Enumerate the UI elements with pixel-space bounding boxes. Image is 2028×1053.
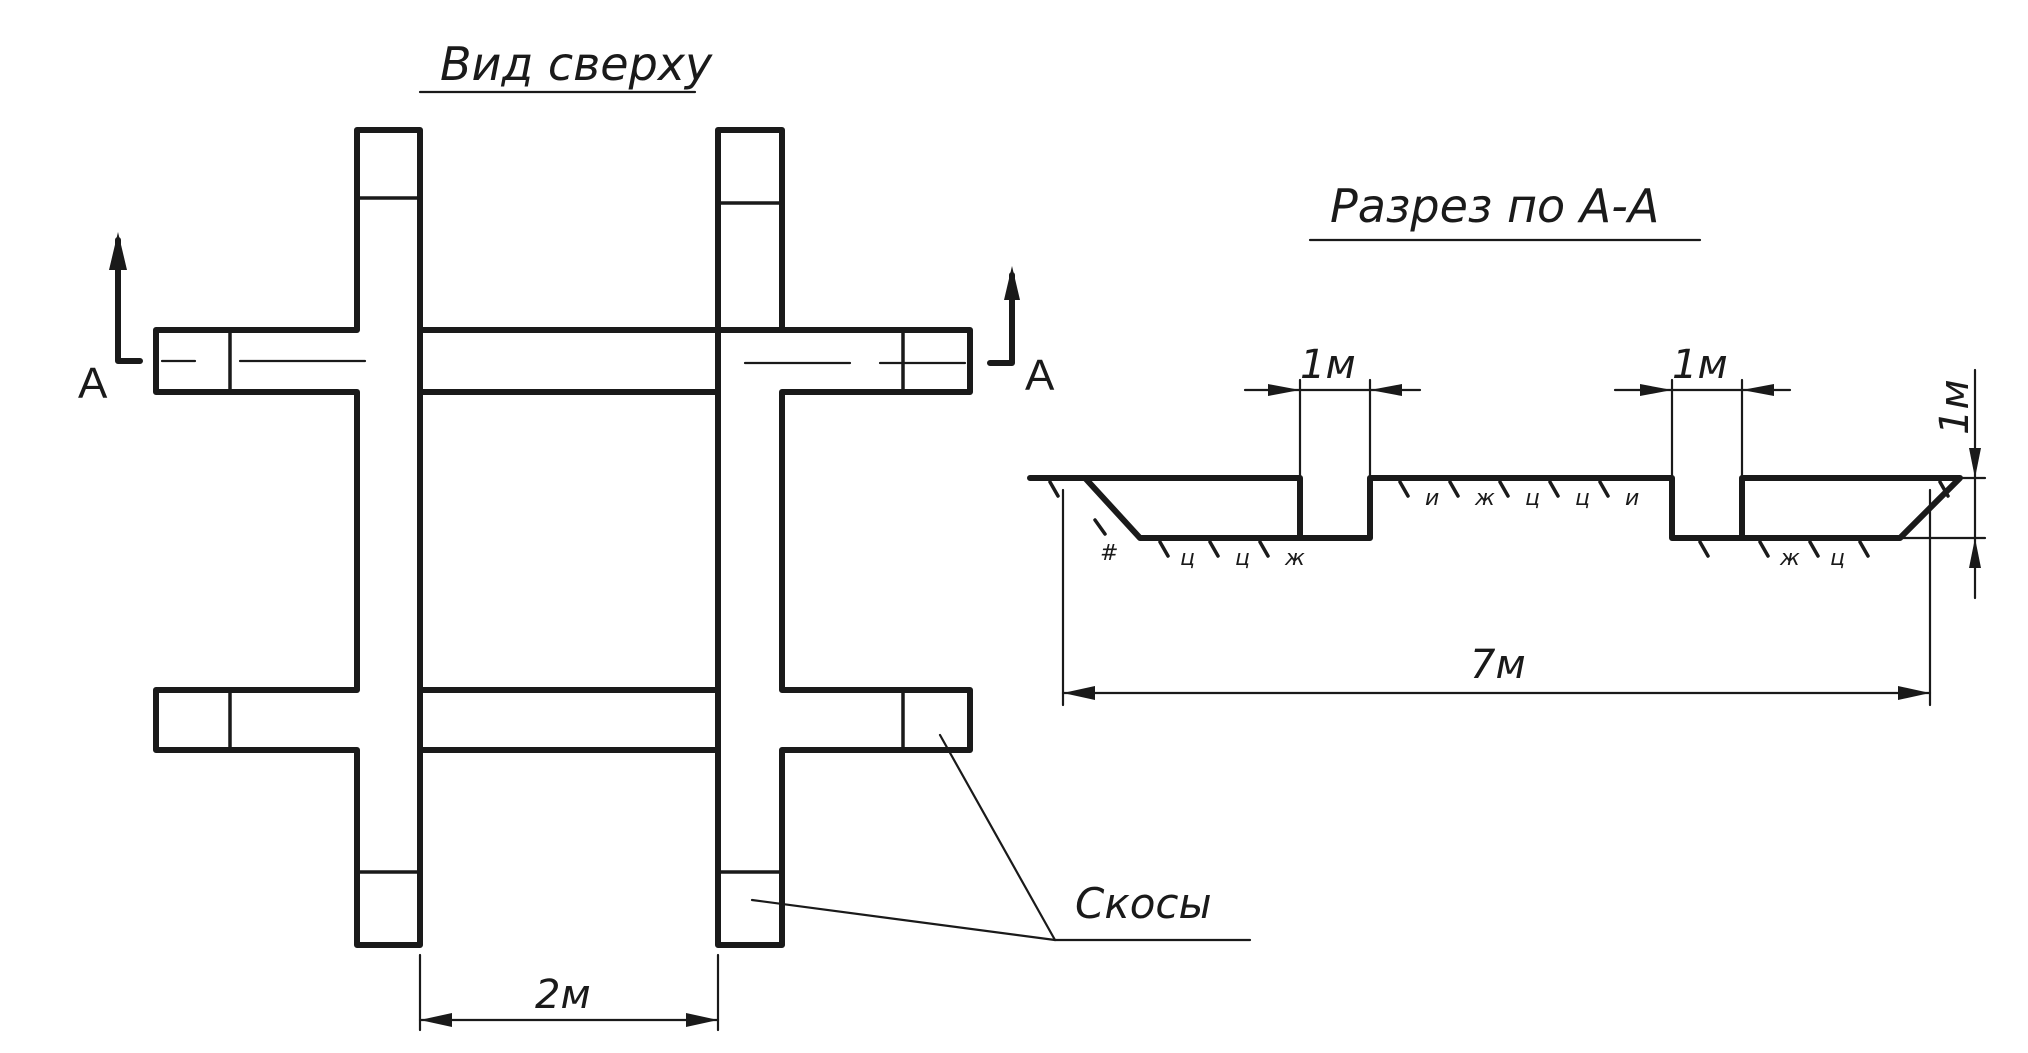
soil-mark-2: ц: [1180, 546, 1195, 571]
dim-trench-left-arrow-b: [1370, 384, 1402, 396]
section-view: Разрез по А-А # ц ц ж и ж ц ц и ж ц 1м 1…: [1027, 179, 1987, 707]
soil-mark-6: ж: [1474, 486, 1495, 511]
grid-outline: [153, 127, 973, 948]
section-marker-left: A: [78, 359, 108, 408]
dim-7m-arrow-right: [1898, 686, 1930, 700]
section-title: Разрез по А-А: [1330, 179, 1659, 233]
dim-2m-label: 2м: [535, 972, 591, 1018]
section-marker-right-arrow: [987, 272, 1015, 366]
soil-mark-5: и: [1425, 486, 1439, 511]
dim-2m-arrow-left: [420, 1013, 452, 1027]
dim-trench-right-label: 1м: [1672, 342, 1728, 388]
section-marker-left-arrow: [115, 237, 143, 364]
dim-depth-label: 1м: [1932, 379, 1978, 435]
soil-mark-3: ц: [1235, 546, 1250, 571]
dim-depth-arrow-bottom: [1969, 538, 1981, 568]
dim-trench-right-arrow-b: [1742, 384, 1774, 396]
section-marker-left-arrowhead: [109, 232, 127, 270]
soil-mark-10: ж: [1779, 546, 1800, 571]
ground-profile: [1027, 475, 1963, 541]
top-view: Вид сверху A A Скосы: [78, 37, 1252, 1032]
dim-trench-left-label: 1м: [1300, 342, 1356, 388]
soil-mark-7: ц: [1525, 486, 1540, 511]
soil-mark-8: ц: [1575, 486, 1590, 511]
bevel-leader-1: [938, 733, 1057, 942]
top-view-title: Вид сверху: [440, 37, 713, 91]
section-marker-right: A: [1025, 351, 1055, 400]
section-marker-right-arrowhead: [1004, 266, 1020, 300]
soil-mark-9: и: [1625, 486, 1639, 511]
dim-7m-arrow-left: [1063, 686, 1095, 700]
dim-7m-label: 7м: [1470, 642, 1526, 688]
soil-mark-4: ж: [1284, 546, 1305, 571]
dim-depth-arrow-top: [1969, 448, 1981, 478]
ground-hatching: [1048, 480, 1950, 558]
dim-trench-right-arrow-a: [1640, 384, 1672, 396]
bevel-label: Скосы: [1075, 879, 1212, 928]
bevel-leader-2: [750, 898, 1057, 942]
soil-mark-11: ц: [1830, 546, 1845, 571]
dim-2m-arrow-right: [686, 1013, 718, 1027]
dim-trench-left-arrow-a: [1268, 384, 1300, 396]
soil-mark-1: #: [1100, 541, 1118, 566]
